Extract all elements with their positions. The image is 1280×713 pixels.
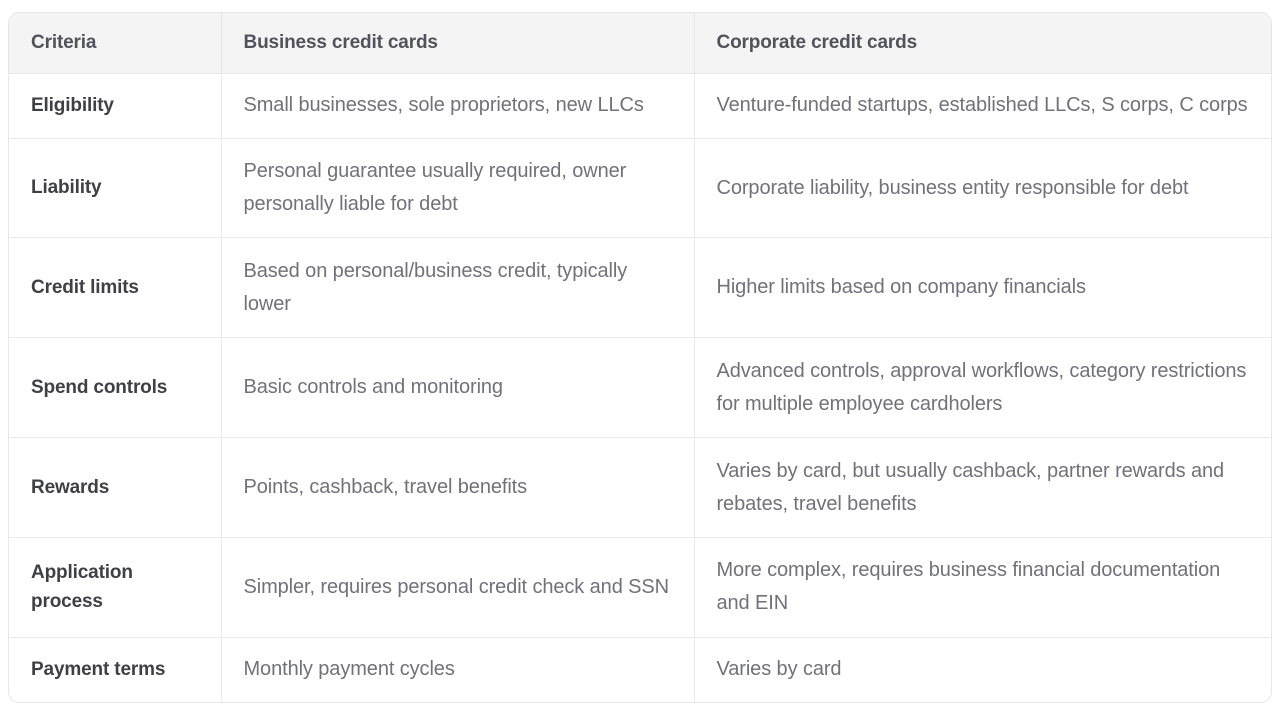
row-label-payment-terms: Payment terms bbox=[31, 659, 166, 681]
column-header-corporate-credit-cards: Corporate credit cards bbox=[693, 13, 1271, 74]
table-body: Eligibility Small businesses, sole propr… bbox=[9, 73, 1271, 702]
table-row: Credit limits Based on personal/business… bbox=[9, 237, 1271, 338]
cell-business-rewards: Points, cashback, travel benefits bbox=[220, 437, 694, 538]
cell-business-eligibility: Small businesses, sole proprietors, new … bbox=[220, 73, 694, 139]
column-header-business-credit-cards: Business credit cards bbox=[220, 13, 694, 74]
table-row: Rewards Points, cashback, travel benefit… bbox=[9, 437, 1271, 538]
row-label-application-process: Application process bbox=[31, 561, 133, 613]
cell-business-application-process: Simpler, requires personal credit check … bbox=[220, 537, 694, 638]
credit-card-comparison-table: Criteria Business credit cards Corporate… bbox=[9, 13, 1271, 702]
cell-corporate-liability: Corporate liability, business entity res… bbox=[693, 138, 1271, 238]
cell-corporate-eligibility: Venture-funded startups, established LLC… bbox=[693, 73, 1271, 139]
row-label-eligibility: Eligibility bbox=[31, 94, 114, 116]
table-header-row: Criteria Business credit cards Corporate… bbox=[9, 13, 1271, 74]
table-row: Application process Simpler, requires pe… bbox=[9, 537, 1271, 638]
row-label-credit-limits: Credit limits bbox=[31, 277, 139, 299]
cell-corporate-payment-terms: Varies by card bbox=[693, 637, 1271, 702]
column-header-criteria: Criteria bbox=[9, 13, 221, 74]
cell-corporate-application-process: More complex, requires business financia… bbox=[693, 537, 1271, 638]
table-header: Criteria Business credit cards Corporate… bbox=[9, 13, 1271, 74]
cell-corporate-spend-controls: Advanced controls, approval workflows, c… bbox=[693, 337, 1271, 438]
cell-corporate-rewards: Varies by card, but usually cashback, pa… bbox=[693, 437, 1271, 538]
table-row: Payment terms Monthly payment cycles Var… bbox=[9, 637, 1271, 702]
row-label-rewards: Rewards bbox=[31, 476, 110, 498]
table-row: Spend controls Basic controls and monito… bbox=[9, 337, 1271, 438]
cell-business-spend-controls: Basic controls and monitoring bbox=[220, 337, 694, 438]
cell-business-payment-terms: Monthly payment cycles bbox=[220, 637, 694, 702]
cell-corporate-credit-limits: Higher limits based on company financial… bbox=[693, 237, 1271, 338]
row-label-liability: Liability bbox=[31, 177, 102, 199]
comparison-table-container: Criteria Business credit cards Corporate… bbox=[8, 12, 1272, 703]
cell-business-credit-limits: Based on personal/business credit, typic… bbox=[220, 237, 694, 338]
cell-business-liability: Personal guarantee usually required, own… bbox=[220, 138, 694, 238]
table-row: Liability Personal guarantee usually req… bbox=[9, 138, 1271, 238]
table-row: Eligibility Small businesses, sole propr… bbox=[9, 73, 1271, 139]
row-label-spend-controls: Spend controls bbox=[31, 377, 168, 398]
